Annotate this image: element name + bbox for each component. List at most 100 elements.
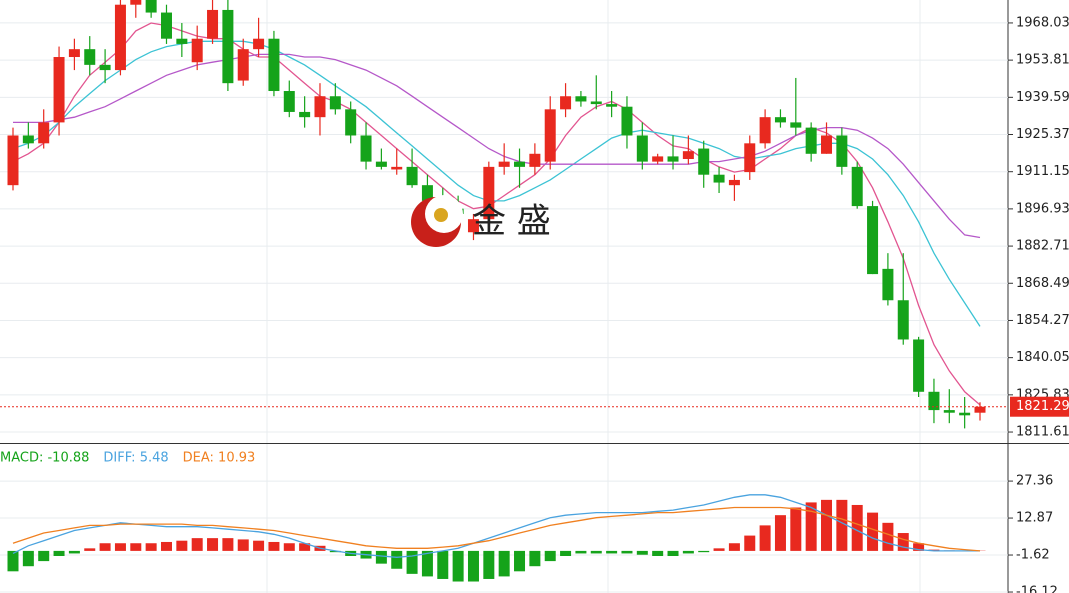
- candle-body: [728, 179, 740, 186]
- macd-bar: [268, 541, 280, 551]
- candle-body: [7, 135, 19, 186]
- candle-body: [560, 96, 572, 110]
- macd-bar: [790, 507, 802, 551]
- last-price-label: 1821.29: [1016, 399, 1069, 414]
- macd-bar: [467, 550, 479, 582]
- macd-bar: [590, 550, 602, 554]
- macd-bar: [222, 538, 234, 551]
- candle-body: [483, 166, 495, 220]
- macd-bar: [421, 550, 433, 577]
- candle-body: [329, 96, 341, 110]
- macd-bar: [529, 550, 541, 567]
- y-tick-label: 1968.03: [1016, 15, 1069, 30]
- candle-body: [191, 38, 203, 63]
- macd-line: [12, 494, 980, 558]
- macd-bar: [283, 543, 295, 551]
- candle-body: [299, 111, 311, 118]
- candle-body: [959, 412, 971, 416]
- macd-bar: [606, 550, 618, 554]
- candle-body: [913, 339, 925, 392]
- macd-bar: [191, 538, 203, 551]
- macd-bar: [621, 550, 633, 554]
- candle-body: [467, 219, 479, 233]
- candle-body: [345, 109, 357, 136]
- macd-bar: [483, 550, 495, 579]
- candle-body: [851, 166, 863, 207]
- candle-body: [130, 0, 142, 5]
- legend-label: DIFF: 5.48: [103, 451, 168, 466]
- macd-bar: [114, 543, 126, 551]
- macd-bar: [744, 535, 756, 551]
- y-tick-label: 1939.59: [1016, 90, 1069, 105]
- moving-average-line: [13, 53, 981, 239]
- macd-bar: [253, 540, 265, 551]
- candle-body: [652, 156, 664, 162]
- macd-bar: [728, 543, 740, 551]
- candle-body: [222, 9, 234, 84]
- candle-body: [84, 49, 96, 65]
- macd-bar: [897, 533, 909, 551]
- y-tick-label: 1882.71: [1016, 239, 1069, 254]
- macd-bar: [698, 550, 710, 553]
- macd-bar: [498, 550, 510, 577]
- candle-body: [114, 4, 126, 71]
- candle-body: [790, 122, 802, 128]
- macd-bar: [452, 550, 464, 582]
- legend-label: MACD: -10.88: [0, 451, 89, 466]
- macd-bar: [867, 512, 879, 551]
- macd-bar: [130, 543, 142, 551]
- candle-body: [406, 166, 418, 186]
- y-tick-label: 1854.27: [1016, 313, 1069, 328]
- candle-body: [253, 38, 265, 50]
- candle-body: [314, 96, 326, 118]
- macd-bar: [53, 550, 65, 556]
- candle-body: [682, 151, 694, 160]
- macd-bar: [176, 540, 188, 551]
- macd-bar: [68, 550, 80, 554]
- candle-body: [68, 49, 80, 58]
- candle-body: [283, 91, 295, 112]
- candle-body: [667, 156, 679, 162]
- macd-bar: [514, 550, 526, 572]
- candle-body: [897, 300, 909, 340]
- macd-bar: [836, 499, 848, 551]
- logo-text: 金 盛: [472, 202, 551, 242]
- macd-bar: [84, 548, 96, 551]
- macd-bar: [99, 543, 111, 551]
- candle-body: [606, 104, 618, 107]
- macd-bar: [913, 543, 925, 551]
- candle-body: [590, 101, 602, 105]
- y-tick-label: 1811.61: [1016, 425, 1069, 440]
- macd-bar: [667, 550, 679, 556]
- candle-body: [698, 148, 710, 175]
- y-tick-label: 1925.37: [1016, 127, 1069, 142]
- macd-bar: [575, 550, 587, 554]
- macd-bar: [544, 550, 556, 562]
- macd-bar: [652, 550, 664, 556]
- macd-bar: [299, 543, 311, 551]
- candle-body: [268, 38, 280, 92]
- candle-body: [176, 38, 188, 44]
- logo-dot: [434, 208, 448, 222]
- candle-body: [360, 135, 372, 162]
- logo: 金 盛: [411, 195, 551, 247]
- candle-body: [943, 410, 955, 413]
- macd-bar: [851, 504, 863, 551]
- macd-bar: [145, 543, 157, 551]
- macd-bar: [774, 515, 786, 551]
- macd-bar: [38, 550, 50, 562]
- candle-body: [882, 268, 894, 301]
- macd-bar: [7, 550, 19, 572]
- candle-body: [514, 161, 526, 167]
- candle-body: [744, 143, 756, 173]
- macd-bar: [207, 538, 219, 551]
- candle-body: [160, 12, 172, 39]
- candle-body: [391, 166, 403, 170]
- legend-label: DEA: 10.93: [183, 451, 256, 466]
- candle-body: [575, 96, 587, 102]
- candle-body: [821, 135, 833, 154]
- macd-bar: [713, 548, 725, 551]
- macd-bar: [391, 550, 403, 569]
- macd-bar: [682, 550, 694, 554]
